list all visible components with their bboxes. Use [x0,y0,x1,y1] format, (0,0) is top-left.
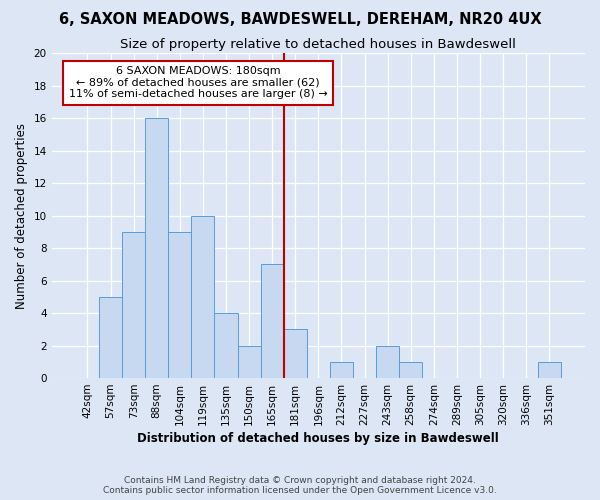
Y-axis label: Number of detached properties: Number of detached properties [15,122,28,308]
Bar [191,216,214,378]
Text: Contains HM Land Registry data © Crown copyright and database right 2024.
Contai: Contains HM Land Registry data © Crown c… [103,476,497,495]
Bar [260,264,284,378]
Bar [99,297,122,378]
Bar [145,118,168,378]
X-axis label: Distribution of detached houses by size in Bawdeswell: Distribution of detached houses by size … [137,432,499,445]
Bar [284,330,307,378]
Bar [376,346,399,378]
Bar [122,232,145,378]
Bar [214,313,238,378]
Bar [238,346,260,378]
Bar [538,362,561,378]
Text: 6 SAXON MEADOWS: 180sqm
← 89% of detached houses are smaller (62)
11% of semi-de: 6 SAXON MEADOWS: 180sqm ← 89% of detache… [69,66,328,100]
Bar [399,362,422,378]
Bar [168,232,191,378]
Text: 6, SAXON MEADOWS, BAWDESWELL, DEREHAM, NR20 4UX: 6, SAXON MEADOWS, BAWDESWELL, DEREHAM, N… [59,12,541,28]
Bar [330,362,353,378]
Title: Size of property relative to detached houses in Bawdeswell: Size of property relative to detached ho… [121,38,516,51]
